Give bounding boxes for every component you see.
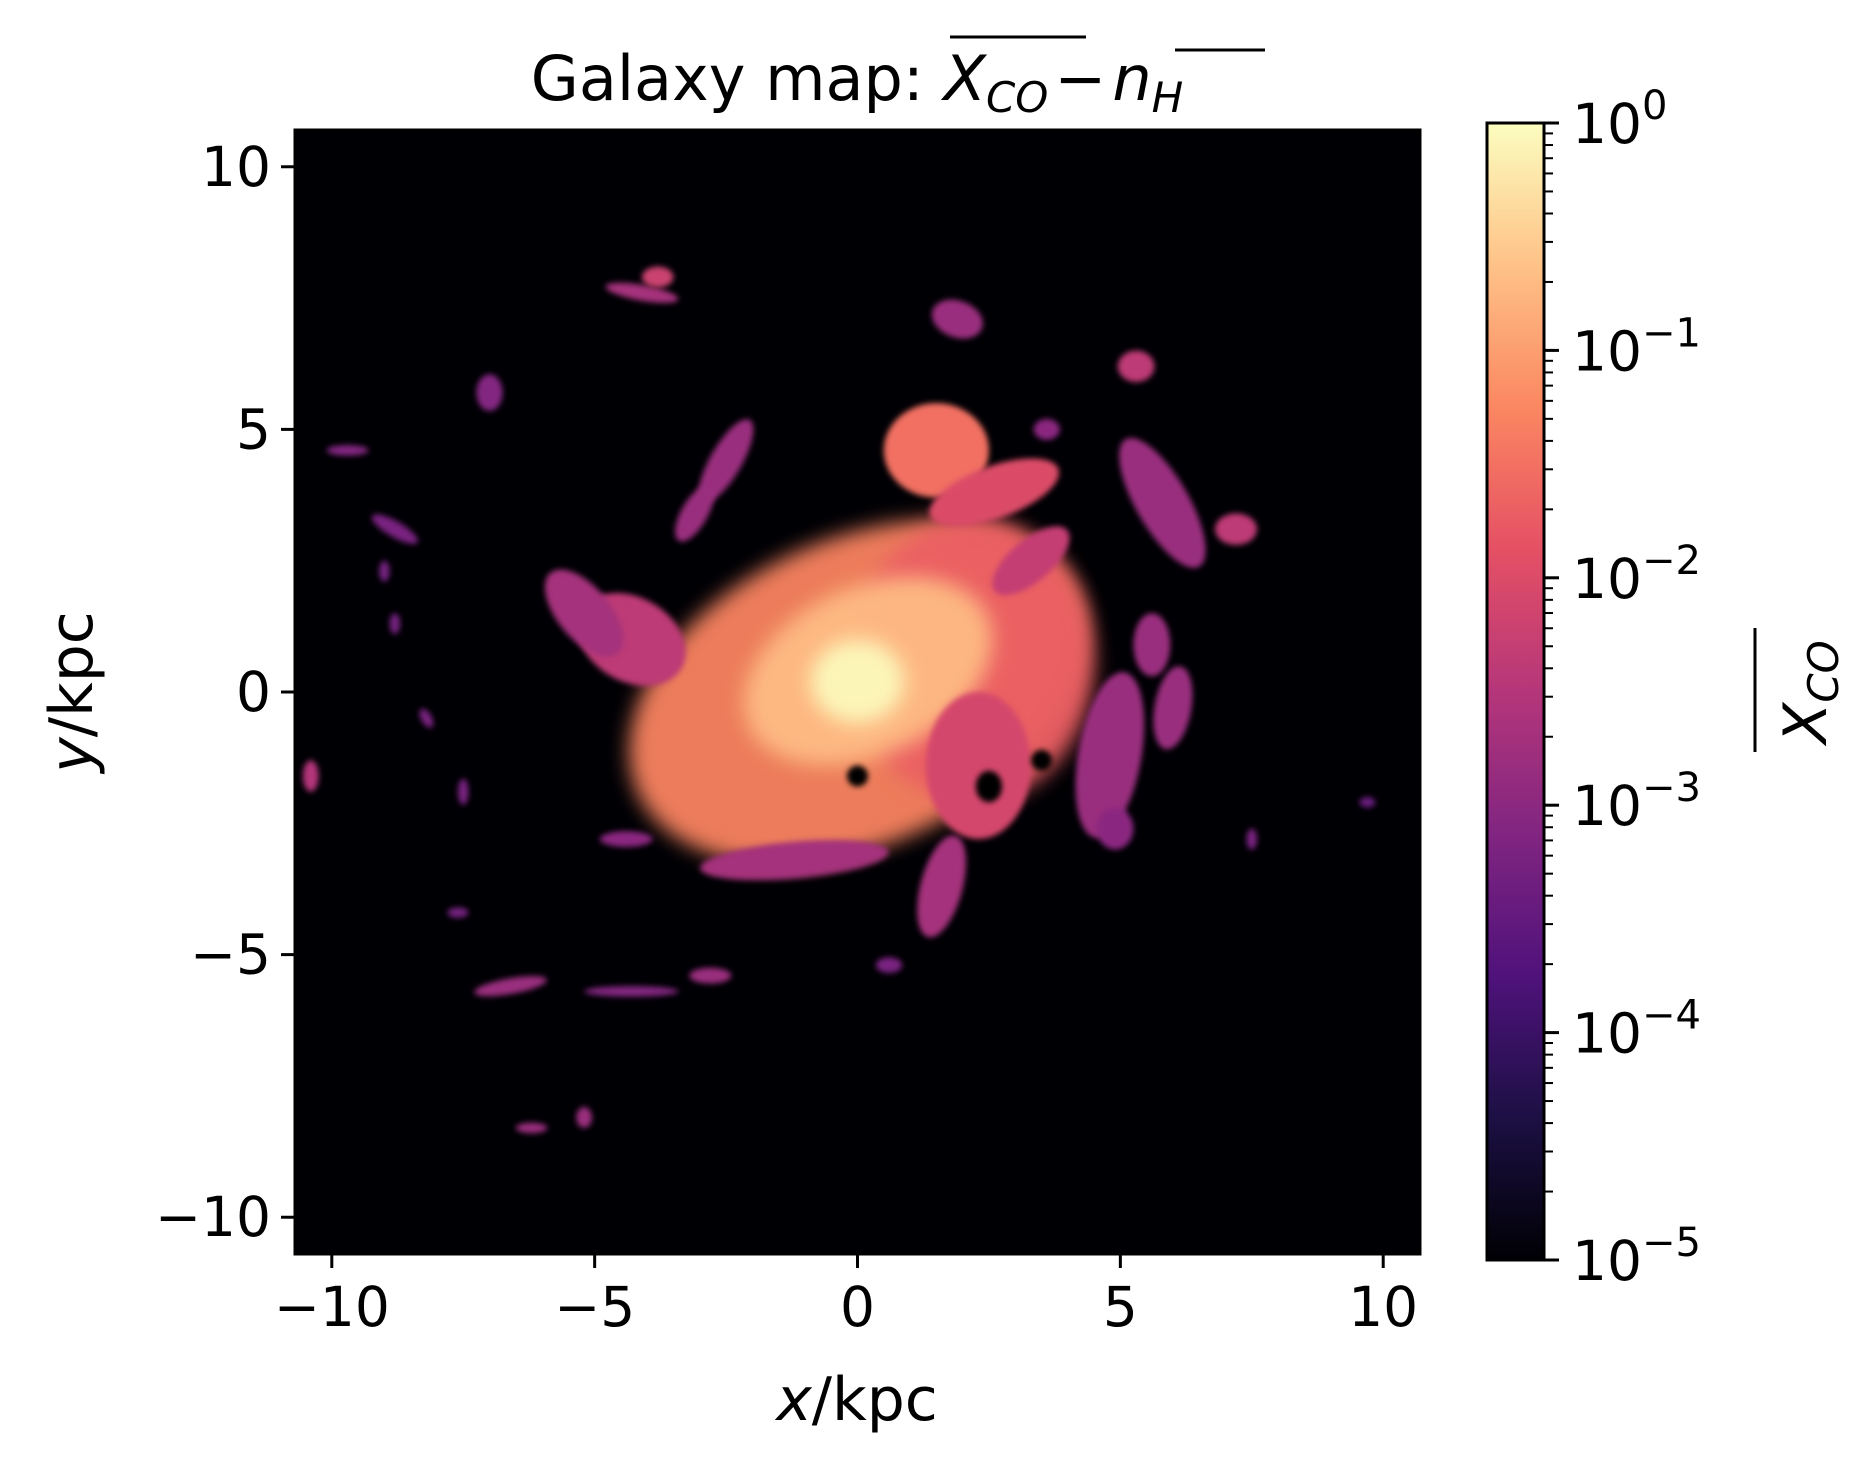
plot-area xyxy=(293,128,1422,1256)
galaxy-clump-35 xyxy=(474,976,547,997)
y-tick-label: 0 xyxy=(236,660,271,724)
title-var1-sub: CO xyxy=(986,73,1048,122)
colorbar-label-var: X xyxy=(1771,701,1841,747)
galaxy-clump-42 xyxy=(1359,797,1376,808)
galaxy-clump-30 xyxy=(419,708,434,728)
title-var1: X xyxy=(940,42,987,115)
galaxy-clump-4 xyxy=(883,403,989,498)
galaxy-core-3 xyxy=(810,639,905,724)
galaxy-clump-34 xyxy=(447,907,469,918)
galaxy-clump-33 xyxy=(599,831,653,847)
galaxy-clump-8 xyxy=(544,569,624,657)
title-minus: − xyxy=(1054,42,1106,115)
y-axis-ticks: −10 −5 0 5 10 xyxy=(155,135,295,1249)
galaxy-clump-40 xyxy=(576,1106,593,1128)
colorbar-tick-exponent: −3 xyxy=(1642,765,1701,811)
galaxy-clump-36 xyxy=(584,986,679,997)
x-axis-label-unit: /kpc xyxy=(812,1365,938,1435)
galaxy-clump-15 xyxy=(1119,437,1206,568)
x-tick-label: 5 xyxy=(1103,1275,1138,1339)
galaxy-clump-11 xyxy=(700,839,889,881)
colorbar-label-sub: CO xyxy=(1799,640,1848,702)
colorbar-tick-label: 10−2 xyxy=(1572,538,1701,611)
colorbar-tick-exponent: −4 xyxy=(1642,993,1701,1039)
galaxy-clump-10 xyxy=(675,485,714,542)
title-var2-sub: H xyxy=(1152,73,1184,122)
galaxy-clump-37 xyxy=(689,967,732,984)
galaxy-clump-32 xyxy=(302,760,319,792)
x-axis-ticks: −10 −5 0 5 10 xyxy=(274,1254,1418,1339)
galaxy-clump-43 xyxy=(846,765,869,787)
title-var2: n xyxy=(1112,42,1151,115)
x-tick-label: 10 xyxy=(1348,1275,1418,1339)
x-tick-label: −5 xyxy=(554,1275,635,1339)
colorbar-tick-exponent: −2 xyxy=(1642,538,1701,584)
y-axis-label: y/kpc xyxy=(37,611,107,775)
colorbar-tick-base: 10 xyxy=(1572,319,1642,383)
colorbar-tick-label: 100 xyxy=(1572,83,1667,156)
galaxy-clump-20 xyxy=(931,299,983,339)
y-tick-label: 5 xyxy=(236,397,271,461)
galaxy-clump-23 xyxy=(605,282,679,303)
galaxy-clump-44 xyxy=(975,770,1003,803)
colorbar-minor-ticks xyxy=(1544,132,1553,1193)
colorbar-tick-base: 10 xyxy=(1572,547,1642,611)
y-tick-label: 10 xyxy=(201,135,271,199)
x-axis-label-var: x xyxy=(774,1365,812,1435)
colorbar-tick-label: 10−1 xyxy=(1572,310,1701,383)
colorbar-tick-exponent: −5 xyxy=(1642,1220,1701,1266)
x-tick-label: −10 xyxy=(274,1275,390,1339)
galaxy-clump-25 xyxy=(476,374,503,411)
galaxy-clump-28 xyxy=(379,560,390,582)
galaxy-clump-14 xyxy=(1075,672,1145,838)
galaxy-clump-38 xyxy=(875,957,903,974)
galaxy-clump-9 xyxy=(698,419,754,503)
galaxy-clump-22 xyxy=(1033,418,1060,440)
chart-title: Galaxy map: XCO−nH xyxy=(531,42,1183,122)
galaxy-clump-45 xyxy=(1030,749,1053,771)
galaxy-clump-21 xyxy=(1117,350,1155,383)
galaxy-clump-24 xyxy=(641,266,674,288)
colorbar-tick-exponent: −1 xyxy=(1642,310,1701,356)
colorbar-tick-base: 10 xyxy=(1572,1229,1642,1293)
colorbar-tick-base: 10 xyxy=(1572,92,1642,156)
galaxy-clump-5 xyxy=(929,458,1060,527)
x-tick-label: 0 xyxy=(840,1275,875,1339)
galaxy-clump-12 xyxy=(917,835,967,938)
galaxy-clump-19 xyxy=(1096,807,1134,850)
galaxy-clump-26 xyxy=(326,445,369,456)
colorbar-tick-label: 10−4 xyxy=(1572,993,1701,1066)
colorbar-tick-exponent: 0 xyxy=(1642,83,1667,129)
colorbar-label: XCO xyxy=(1771,640,1848,747)
galaxy-clump-39 xyxy=(515,1122,548,1134)
galaxy-clump-29 xyxy=(389,613,401,635)
colorbar-tick-base: 10 xyxy=(1572,774,1642,838)
galaxy-clump-13 xyxy=(925,692,1031,840)
title-prefix: Galaxy map: xyxy=(531,42,944,115)
galaxy-clump-27 xyxy=(371,514,418,544)
colorbar-tick-label: 10−5 xyxy=(1572,1220,1701,1293)
y-tick-label: −5 xyxy=(190,923,271,987)
galaxy-clump-18 xyxy=(1153,666,1193,750)
galaxy-clump-31 xyxy=(457,778,469,805)
y-axis-label-unit: /kpc xyxy=(37,611,107,737)
galaxy-features xyxy=(302,266,1376,1134)
y-axis-label-var: y xyxy=(37,736,107,775)
galaxy-clump-17 xyxy=(1133,613,1171,677)
colorbar-tick-base: 10 xyxy=(1572,1002,1642,1066)
galaxy-clump-16 xyxy=(1214,513,1258,545)
galaxy-clump-6 xyxy=(992,526,1070,596)
colorbar-tick-label: 10−3 xyxy=(1572,765,1701,838)
y-tick-label: −10 xyxy=(155,1185,271,1249)
galaxy-clump-41 xyxy=(1246,828,1258,850)
x-axis-label: x/kpc xyxy=(774,1365,938,1435)
colorbar-gradient-bar xyxy=(1485,121,1546,1262)
